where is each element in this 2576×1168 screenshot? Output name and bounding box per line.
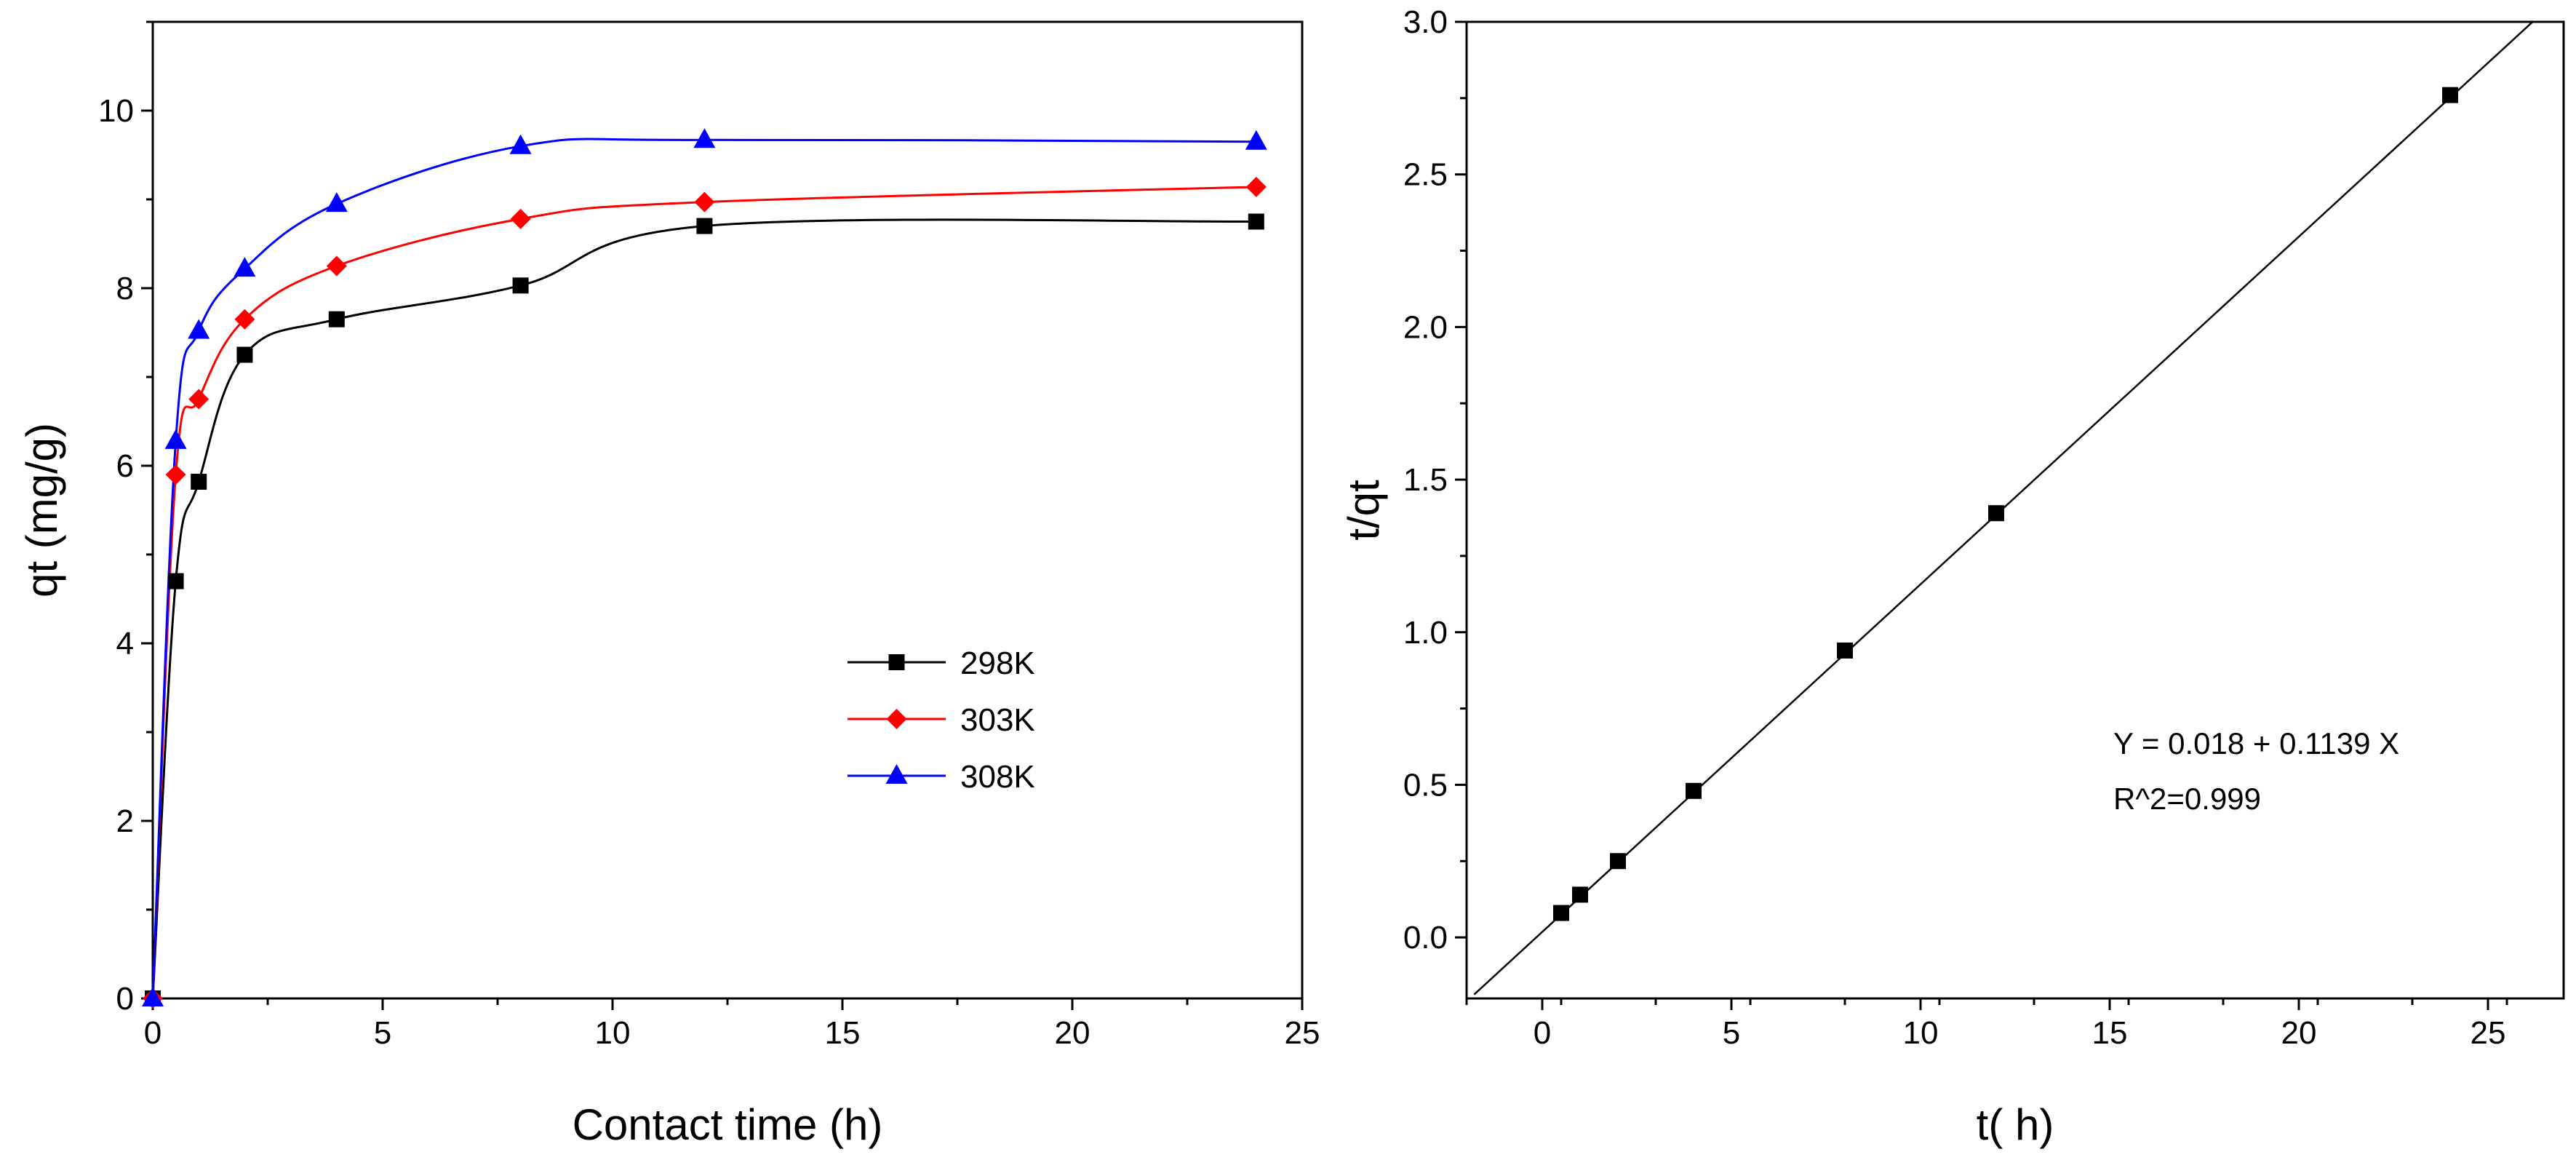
data-point-298K — [191, 473, 207, 490]
data-point-298K — [1248, 213, 1264, 230]
series-lines — [151, 138, 1256, 999]
series-markers — [142, 128, 1267, 1009]
x-axis-title: t( h) — [1977, 1100, 2054, 1149]
data-point-308K — [1245, 130, 1267, 150]
x-tick-label: 20 — [2281, 1015, 2317, 1051]
legend-marker-303K — [886, 709, 907, 729]
y-tick-label: 0.0 — [1403, 920, 1448, 956]
data-point-303K — [165, 464, 186, 485]
legend-marker-298K — [888, 654, 905, 670]
data-point — [1610, 853, 1626, 870]
y-tick-label: 10 — [98, 93, 134, 129]
data-point — [1553, 905, 1569, 921]
data-point-298K — [236, 346, 253, 363]
data-point — [2442, 87, 2458, 103]
data-point-298K — [328, 311, 345, 327]
data-point-303K — [326, 255, 347, 277]
y-tick-label: 0.5 — [1403, 767, 1448, 803]
data-point — [1837, 642, 1853, 659]
data-point-308K — [142, 987, 164, 1006]
y-tick-label: 3.0 — [1403, 4, 1448, 40]
x-axis-ticks: 0 5 10 15 20 25 — [1465, 998, 2508, 1051]
plot-frame — [1465, 20, 2565, 1000]
data-point-298K — [167, 573, 184, 589]
series-line-308K — [151, 138, 1256, 999]
data-point-303K — [1245, 176, 1267, 197]
plot-frame — [151, 20, 1304, 1000]
x-tick-label: 10 — [595, 1015, 631, 1051]
data-point-308K — [164, 429, 187, 449]
data-point-298K — [512, 277, 529, 294]
data-point-308K — [188, 319, 210, 339]
y-axis-ticks: 0.0 0.5 1.0 1.5 2.0 2.5 3.0 — [1403, 4, 1467, 956]
x-tick-label: 5 — [374, 1015, 391, 1051]
y-tick-label: 6 — [116, 448, 134, 484]
legend-marker-308K — [885, 764, 908, 784]
data-point-303K — [510, 208, 531, 229]
r-squared: R^2=0.999 — [2113, 782, 2261, 816]
series-line-303K — [151, 186, 1256, 999]
linear-fit-chart: 0 5 10 15 20 25 0.0 0.5 1.0 1.5 2.0 2.5 3.0 t( h) t… — [1339, 4, 2565, 1149]
data-point — [1686, 782, 1702, 799]
legend-label: 303K — [960, 702, 1035, 738]
y-axis-title: qt (mg/g) — [17, 423, 66, 597]
x-tick-label: 10 — [1903, 1015, 1939, 1051]
x-axis-title: Contact time (h) — [573, 1100, 883, 1149]
x-tick-label: 25 — [1285, 1015, 1320, 1051]
data-point-308K — [509, 134, 532, 154]
data-point-308K — [325, 192, 348, 212]
data-point — [1988, 505, 2004, 522]
x-axis-ticks: 0 5 10 15 20 25 — [144, 998, 1320, 1051]
y-tick-label: 2.5 — [1403, 157, 1448, 193]
kinetics-chart: 0 5 10 15 20 25 0 2 4 6 8 10 Contact time (h) qt (… — [17, 20, 1320, 1149]
y-axis-title: t/qt — [1339, 480, 1388, 541]
x-tick-label: 0 — [1534, 1015, 1551, 1051]
legend-label: 308K — [960, 759, 1035, 795]
data-point — [1572, 886, 1588, 903]
y-tick-label: 1.0 — [1403, 615, 1448, 651]
data-point-298K — [696, 218, 713, 234]
fit-equation: Y = 0.018 + 0.1139 X — [2113, 726, 2399, 760]
data-point-308K — [234, 257, 256, 277]
y-tick-label: 4 — [116, 626, 134, 662]
y-tick-label: 1.5 — [1403, 462, 1448, 498]
y-tick-label: 2 — [116, 803, 134, 839]
x-tick-label: 0 — [144, 1015, 162, 1051]
y-tick-label: 2.0 — [1403, 309, 1448, 345]
y-axis-ticks: 0 2 4 6 8 10 — [98, 20, 153, 1017]
data-point-303K — [188, 389, 210, 410]
data-point-303K — [234, 309, 255, 330]
x-tick-label: 20 — [1055, 1015, 1090, 1051]
data-points — [1553, 87, 2458, 921]
x-tick-label: 25 — [2471, 1015, 2506, 1051]
x-tick-label: 15 — [2092, 1015, 2128, 1051]
y-tick-label: 0 — [116, 981, 134, 1017]
x-tick-label: 5 — [1723, 1015, 1740, 1051]
x-tick-label: 15 — [825, 1015, 861, 1051]
series-line-298K — [151, 218, 1256, 999]
legend-label: 298K — [960, 645, 1035, 681]
legend: 298K 303K 308K — [848, 645, 1035, 795]
data-point-303K — [694, 191, 715, 212]
data-point-308K — [693, 128, 716, 148]
y-tick-label: 8 — [116, 271, 134, 306]
